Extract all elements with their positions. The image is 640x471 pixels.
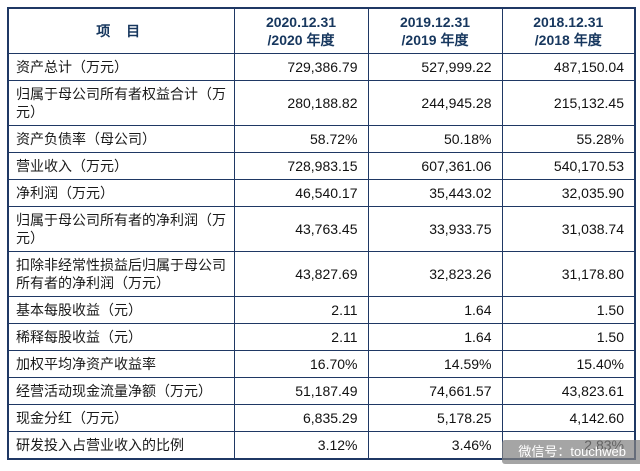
cell-2019: 1.64 [367, 323, 503, 351]
cell-2020: 46,540.17 [233, 179, 369, 207]
cell-2018: 4,142.60 [501, 404, 636, 432]
cell-2019: 74,661.57 [367, 377, 503, 405]
financial-summary-table: 项 目 2020.12.31 /2020 年度 2019.12.31 /2019… [7, 7, 636, 460]
cell-2018: 31,038.74 [501, 206, 636, 252]
cell-2019: 14.59% [367, 350, 503, 378]
cell-2020: 2.11 [233, 296, 369, 324]
cell-2020: 2.11 [233, 323, 369, 351]
row-label: 资产负债率（母公司） [7, 125, 235, 153]
cell-2018: 15.40% [501, 350, 636, 378]
cell-2020: 280,188.82 [233, 80, 369, 126]
table-row: 营业收入（万元） 728,983.15 607,361.06 540,170.5… [7, 152, 636, 180]
row-label: 稀释每股收益（元） [7, 323, 235, 351]
cell-2020: 43,827.69 [233, 251, 369, 297]
cell-2020: 728,983.15 [233, 152, 369, 180]
row-label: 归属于母公司所有者权益合计（万元） [7, 80, 235, 126]
table-row: 归属于母公司所有者权益合计（万元） 280,188.82 244,945.28 … [7, 80, 636, 126]
cell-2020: 729,386.79 [233, 53, 369, 81]
table-row: 归属于母公司所有者的净利润（万元） 43,763.45 33,933.75 31… [7, 206, 636, 252]
table-row: 扣除非经常性损益后归属于母公司所有者的净利润（万元） 43,827.69 32,… [7, 251, 636, 297]
row-label: 基本每股收益（元） [7, 296, 235, 324]
table-row: 资产负债率（母公司） 58.72% 50.18% 55.28% [7, 125, 636, 153]
cell-2018: 487,150.04 [501, 53, 636, 81]
table-row: 资产总计（万元） 729,386.79 527,999.22 487,150.0… [7, 53, 636, 81]
col-header-2018-date: 2018.12.31 [533, 14, 604, 30]
row-label: 现金分红（万元） [7, 404, 235, 432]
cell-2018: 1.50 [501, 296, 636, 324]
table-row: 稀释每股收益（元） 2.11 1.64 1.50 [7, 323, 636, 351]
col-header-item: 项 目 [7, 7, 235, 54]
col-header-2020-date: 2020.12.31 [265, 14, 337, 30]
cell-2019: 3.46% [367, 431, 503, 460]
col-header-2020-year: /2020 年度 [267, 32, 335, 48]
cell-2018: 32,035.90 [501, 179, 636, 207]
cell-2019: 33,933.75 [367, 206, 503, 252]
col-header-2020: 2020.12.31 /2020 年度 [233, 7, 369, 54]
cell-2020: 3.12% [233, 431, 369, 460]
cell-2019: 50.18% [367, 125, 503, 153]
cell-2019: 35,443.02 [367, 179, 503, 207]
table-container: 项 目 2020.12.31 /2020 年度 2019.12.31 /2019… [7, 7, 636, 460]
header-row: 项 目 2020.12.31 /2020 年度 2019.12.31 /2019… [7, 7, 636, 54]
table-row: 基本每股收益（元） 2.11 1.64 1.50 [7, 296, 636, 324]
row-label: 营业收入（万元） [7, 152, 235, 180]
row-label: 归属于母公司所有者的净利润（万元） [7, 206, 235, 252]
row-label: 资产总计（万元） [7, 53, 235, 81]
cell-2018: 31,178.80 [501, 251, 636, 297]
col-header-2019-date: 2019.12.31 [399, 14, 471, 30]
cell-2020: 58.72% [233, 125, 369, 153]
cell-2019: 5,178.25 [367, 404, 503, 432]
table-row: 加权平均净资产收益率 16.70% 14.59% 15.40% [7, 350, 636, 378]
cell-2018: 1.50 [501, 323, 636, 351]
cell-2018: 55.28% [501, 125, 636, 153]
cell-2020: 16.70% [233, 350, 369, 378]
col-header-2019: 2019.12.31 /2019 年度 [367, 7, 503, 54]
cell-2019: 32,823.26 [367, 251, 503, 297]
col-header-item-label: 项 目 [96, 23, 147, 39]
row-label: 经营活动现金流量净额（万元） [7, 377, 235, 405]
table-row: 经营活动现金流量净额（万元） 51,187.49 74,661.57 43,82… [7, 377, 636, 405]
cell-2020: 6,835.29 [233, 404, 369, 432]
col-header-2019-year: /2019 年度 [401, 32, 469, 48]
cell-2018: 540,170.53 [501, 152, 636, 180]
cell-2019: 244,945.28 [367, 80, 503, 126]
cell-2019: 1.64 [367, 296, 503, 324]
row-label: 净利润（万元） [7, 179, 235, 207]
cell-2020: 51,187.49 [233, 377, 369, 405]
cell-2020: 43,763.45 [233, 206, 369, 252]
cell-2019: 527,999.22 [367, 53, 503, 81]
wechat-watermark: 微信号：touchweb [502, 440, 640, 464]
cell-2018: 43,823.61 [501, 377, 636, 405]
cell-2019: 607,361.06 [367, 152, 503, 180]
cell-2018: 215,132.45 [501, 80, 636, 126]
col-header-2018: 2018.12.31 /2018 年度 [501, 7, 636, 54]
row-label: 加权平均净资产收益率 [7, 350, 235, 378]
row-label: 研发投入占营业收入的比例 [7, 431, 235, 460]
col-header-2018-year: /2018 年度 [534, 32, 602, 48]
table-row: 净利润（万元） 46,540.17 35,443.02 32,035.90 [7, 179, 636, 207]
row-label: 扣除非经常性损益后归属于母公司所有者的净利润（万元） [7, 251, 235, 297]
table-row: 现金分红（万元） 6,835.29 5,178.25 4,142.60 [7, 404, 636, 432]
